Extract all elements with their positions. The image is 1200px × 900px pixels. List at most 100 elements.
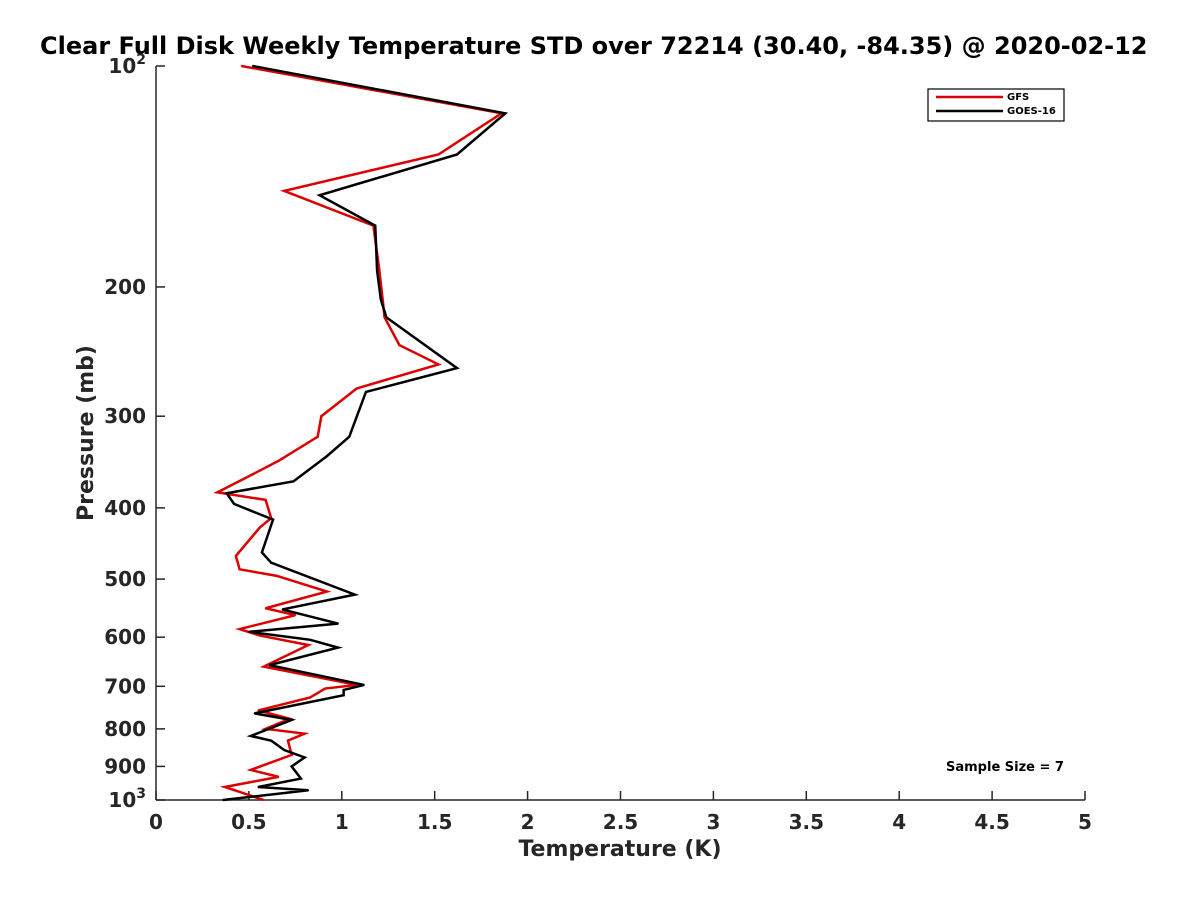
- chart-title: Clear Full Disk Weekly Temperature STD o…: [40, 32, 1148, 60]
- data-point-goes16: [456, 367, 458, 369]
- data-point-goes16: [376, 269, 378, 272]
- x-tick-label: 1.5: [417, 810, 452, 834]
- data-point-gfs: [223, 786, 226, 788]
- series-lines: [213, 64, 509, 802]
- data-point-goes16: [270, 739, 272, 742]
- y-tick-label: 500: [104, 567, 146, 591]
- y-tick-label-exponent: 3: [136, 786, 146, 802]
- y-tick-label: 102: [108, 52, 146, 78]
- y-tick-label-base: 400: [104, 496, 146, 520]
- y-tick-label: 200: [104, 275, 146, 299]
- data-point-gfs: [264, 499, 267, 501]
- data-point-gfs: [355, 387, 358, 390]
- data-point-goes16: [342, 689, 345, 691]
- data-point-gfs: [303, 732, 306, 735]
- data-point-gfs: [262, 665, 265, 668]
- data-point-goes16: [456, 153, 458, 156]
- legend-label-gfs: GFS: [1007, 92, 1029, 103]
- y-tick-label: 800: [104, 717, 146, 741]
- data-point-goes16: [342, 694, 345, 697]
- y-tick-label-exponent: 2: [136, 52, 146, 68]
- y-tick-label-base: 10: [108, 788, 136, 812]
- x-axis-ticks: 0 0.5 1 1.5 2 2.5 3 3.5 4 4.5 5: [149, 791, 1092, 834]
- data-point-gfs: [283, 190, 286, 192]
- x-tick-label: 3: [706, 810, 720, 834]
- x-axis-label: Temperature (K): [518, 837, 721, 862]
- data-point-gfs: [257, 709, 259, 712]
- data-point-goes16: [337, 622, 339, 625]
- data-point-gfs: [238, 568, 241, 571]
- data-point-goes16: [225, 492, 228, 495]
- data-point-goes16: [251, 65, 254, 67]
- data-point-gfs: [275, 575, 278, 577]
- y-tick-label: 700: [104, 674, 146, 698]
- y-tick-label-base: 500: [104, 567, 146, 591]
- data-point-gfs: [437, 363, 440, 366]
- data-point-gfs: [326, 590, 328, 593]
- data-point-gfs: [238, 628, 241, 630]
- data-point-goes16: [272, 518, 274, 521]
- data-point-goes16: [307, 789, 310, 792]
- y-tick-label-base: 800: [104, 717, 146, 741]
- data-point-gfs: [398, 344, 401, 346]
- y-tick-label-base: 300: [104, 404, 146, 428]
- data-point-goes16: [300, 777, 302, 780]
- x-tick-label: 0.5: [231, 810, 266, 834]
- data-point-gfs: [316, 435, 319, 438]
- data-point-gfs: [320, 415, 323, 418]
- data-point-goes16: [374, 224, 377, 227]
- data-point-gfs: [307, 644, 310, 646]
- x-tick-label: 4.5: [974, 810, 1009, 834]
- data-point-goes16: [292, 480, 295, 483]
- data-point-gfs: [381, 298, 384, 301]
- data-point-goes16: [290, 719, 293, 721]
- data-point-goes16: [354, 593, 356, 596]
- data-point-gfs: [324, 687, 326, 690]
- data-point-gfs: [235, 555, 237, 557]
- y-tick-label: 300: [104, 404, 146, 428]
- data-point-goes16: [385, 316, 388, 319]
- y-tick-label: 400: [104, 496, 146, 520]
- data-point-gfs: [290, 754, 293, 756]
- data-point-gfs: [309, 696, 312, 699]
- data-point-gfs: [262, 799, 265, 801]
- data-point-gfs: [240, 65, 243, 67]
- data-point-goes16: [326, 455, 328, 457]
- data-point-goes16: [504, 112, 507, 115]
- data-point-gfs: [251, 473, 254, 476]
- data-point-goes16: [283, 749, 286, 751]
- x-tick-label: 2.5: [603, 810, 638, 834]
- data-point-goes16: [363, 684, 365, 686]
- data-point-gfs: [249, 769, 252, 771]
- x-tick-label: 2: [521, 810, 535, 834]
- y-tick-label-base: 10: [108, 54, 136, 78]
- data-point-goes16: [337, 646, 339, 649]
- data-point-goes16: [253, 712, 256, 715]
- data-point-goes16: [348, 435, 351, 438]
- data-point-gfs: [378, 266, 380, 269]
- y-tick-label: 103: [108, 786, 146, 812]
- data-point-goes16: [249, 735, 252, 737]
- y-tick-label-base: 900: [104, 754, 146, 778]
- x-tick-label: 1: [335, 810, 349, 834]
- data-point-goes16: [281, 608, 284, 611]
- x-tick-label: 0: [149, 810, 163, 834]
- x-tick-label: 4: [892, 810, 906, 834]
- legend: GFS GOES-16: [927, 88, 1065, 122]
- data-point-goes16: [290, 765, 293, 768]
- data-point-gfs: [287, 739, 289, 742]
- data-point-goes16: [303, 756, 306, 759]
- data-point-gfs: [216, 491, 219, 494]
- y-axis-label: Pressure (mb): [74, 345, 99, 521]
- data-point-goes16: [318, 194, 321, 197]
- data-point-gfs: [294, 614, 297, 616]
- data-point-gfs: [277, 459, 280, 462]
- y-tick-label-base: 600: [104, 625, 146, 649]
- y-tick-label-base: 700: [104, 674, 146, 698]
- data-point-gfs: [259, 526, 261, 529]
- data-point-goes16: [248, 631, 250, 633]
- x-tick-label: 5: [1078, 810, 1092, 834]
- y-tick-label-base: 200: [104, 275, 146, 299]
- sample-size-annotation: Sample Size = 7: [946, 760, 1064, 775]
